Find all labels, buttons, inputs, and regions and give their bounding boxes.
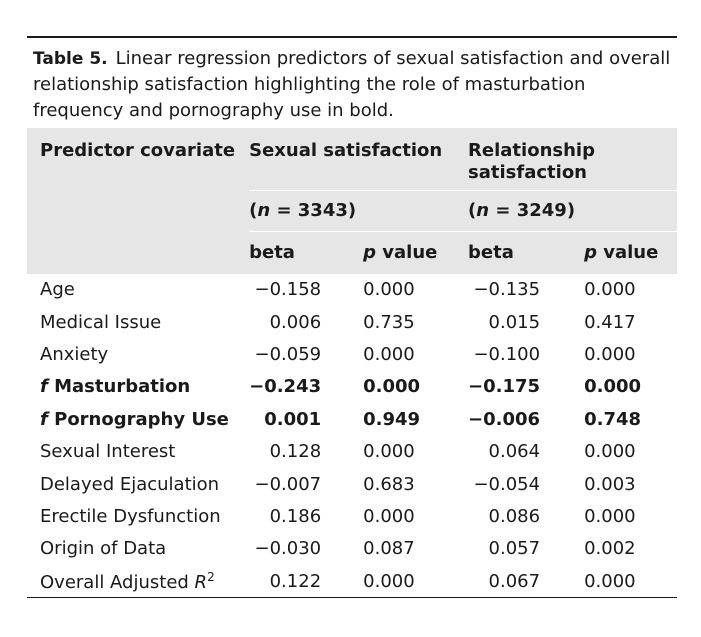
row-pvalue-sexual: 0.735 bbox=[363, 311, 415, 333]
predictor-name: Overall Adjusted bbox=[40, 571, 195, 593]
header-n-relationship: (n = 3249) bbox=[468, 189, 677, 231]
table-body: Age −0.158 0.000 −0.135 0.000 Medical Issue 0.… bbox=[27, 274, 677, 599]
predictor-name: Origin of Data bbox=[40, 538, 167, 560]
top-rule bbox=[27, 36, 677, 38]
frequency-prefix: f bbox=[40, 408, 48, 430]
predictor-name: Age bbox=[40, 279, 75, 301]
table-row: Overall Adjusted R2 0.122 0.000 0.067 0.000 bbox=[27, 565, 677, 599]
header-empty bbox=[27, 190, 249, 231]
table-row: f Pornography Use 0.001 0.949 −0.006 0.748 bbox=[27, 403, 677, 435]
row-beta-relationship: −0.100 bbox=[473, 343, 541, 365]
predictor-name: Erectile Dysfunction bbox=[40, 505, 221, 527]
table-row: f Masturbation −0.243 0.000 −0.175 0.000 bbox=[27, 371, 677, 403]
row-pvalue-relationship: 0.748 bbox=[584, 408, 642, 430]
row-pvalue-relationship: 0.417 bbox=[584, 311, 636, 333]
row-pvalue-relationship: 0.000 bbox=[584, 343, 636, 365]
row-beta-sexual: 0.128 bbox=[269, 441, 322, 463]
table-row: Age −0.158 0.000 −0.135 0.000 bbox=[27, 274, 677, 306]
superscript: 2 bbox=[207, 569, 215, 584]
header-n-sexual: (n = 3343) bbox=[249, 189, 469, 231]
header-beta-1: beta bbox=[249, 230, 364, 274]
predictor-name: Pornography Use bbox=[54, 408, 229, 430]
row-beta-relationship: 0.015 bbox=[488, 311, 541, 333]
row-predictor: Origin of Data bbox=[27, 533, 249, 565]
predictor-name: Medical Issue bbox=[40, 311, 162, 333]
row-predictor: Erectile Dysfunction bbox=[27, 500, 249, 532]
row-beta-relationship: −0.135 bbox=[473, 279, 541, 301]
caption-label: Table 5. bbox=[33, 49, 108, 69]
table-row: Medical Issue 0.006 0.735 0.015 0.417 bbox=[27, 306, 677, 338]
row-beta-sexual: 0.001 bbox=[264, 408, 322, 430]
header-predictor: Predictor covariate bbox=[40, 140, 236, 161]
r-variable: R bbox=[194, 571, 208, 593]
table-caption: Table 5. Linear regression predictors of … bbox=[27, 38, 677, 128]
table-row: Delayed Ejaculation −0.007 0.683 −0.054 0.00… bbox=[27, 468, 677, 500]
row-pvalue-relationship: 0.000 bbox=[584, 376, 642, 398]
row-beta-sexual: −0.007 bbox=[254, 473, 322, 495]
row-beta-sexual: 0.122 bbox=[249, 565, 364, 599]
predictor-name: Sexual Interest bbox=[40, 441, 176, 463]
row-predictor: Sexual Interest bbox=[27, 435, 249, 467]
header-pvalue-1: p value bbox=[363, 230, 469, 274]
row-beta-sexual: 0.186 bbox=[269, 505, 322, 527]
row-beta-relationship: −0.054 bbox=[473, 473, 541, 495]
n-value-1: = 3343) bbox=[270, 200, 357, 221]
row-pvalue-relationship: 0.000 bbox=[584, 505, 636, 527]
row-beta-sexual: −0.158 bbox=[254, 279, 322, 301]
row-pvalue-sexual: 0.000 bbox=[363, 376, 421, 398]
header-row-3: beta p value beta p value bbox=[27, 230, 677, 274]
table-row: Sexual Interest 0.128 0.000 0.064 0.000 bbox=[27, 435, 677, 467]
header-beta-2: beta bbox=[468, 230, 585, 274]
row-pvalue-sexual: 0.949 bbox=[363, 408, 421, 430]
row-pvalue-relationship: 0.003 bbox=[584, 473, 636, 495]
row-predictor: f Pornography Use bbox=[27, 403, 249, 435]
row-beta-sexual: −0.059 bbox=[254, 343, 322, 365]
row-predictor: Medical Issue bbox=[27, 306, 249, 338]
row-predictor: Overall Adjusted R2 bbox=[27, 565, 250, 599]
header-relationship-satisfaction: Relationship satisfaction bbox=[468, 140, 595, 183]
row-beta-relationship: −0.175 bbox=[468, 376, 541, 398]
row-pvalue-relationship: 0.000 bbox=[584, 279, 636, 301]
row-pvalue-sexual: 0.683 bbox=[363, 473, 415, 495]
table-row: Origin of Data −0.030 0.087 0.057 0.002 bbox=[27, 533, 677, 565]
row-pvalue-sexual: 0.087 bbox=[363, 538, 415, 560]
row-beta-sexual: −0.243 bbox=[249, 376, 322, 398]
table-row: Anxiety −0.059 0.000 −0.100 0.000 bbox=[27, 338, 677, 370]
row-pvalue-sexual: 0.000 bbox=[363, 279, 415, 301]
predictor-name: Anxiety bbox=[40, 343, 109, 365]
row-pvalue-sexual: 0.000 bbox=[363, 505, 415, 527]
header-row-1: Predictor covariate Sexual satisfaction … bbox=[27, 128, 677, 190]
header-pvalue-2: p value bbox=[584, 230, 677, 274]
row-beta-relationship: 0.067 bbox=[468, 565, 585, 599]
table-row: Erectile Dysfunction 0.186 0.000 0.086 0.000 bbox=[27, 500, 677, 532]
row-pvalue-sexual: 0.000 bbox=[363, 441, 415, 463]
row-predictor: Delayed Ejaculation bbox=[27, 468, 249, 500]
regression-table: Predictor covariate Sexual satisfaction … bbox=[27, 128, 677, 599]
header-row-2: (n = 3343) (n = 3249) bbox=[27, 189, 677, 231]
row-pvalue-sexual: 0.000 bbox=[363, 343, 415, 365]
n-var-2: n bbox=[476, 200, 490, 221]
n-var-1: n bbox=[257, 200, 271, 221]
row-pvalue-relationship: 0.002 bbox=[584, 538, 636, 560]
row-pvalue-relationship: 0.000 bbox=[584, 441, 636, 463]
header-sexual-satisfaction: Sexual satisfaction bbox=[249, 140, 443, 161]
row-beta-relationship: 0.086 bbox=[488, 505, 541, 527]
predictor-name: Delayed Ejaculation bbox=[40, 473, 220, 495]
caption-text: Linear regression predictors of sexual s… bbox=[33, 48, 671, 121]
row-predictor: Anxiety bbox=[27, 338, 249, 370]
predictor-name: Masturbation bbox=[54, 376, 191, 398]
n-value-2: = 3249) bbox=[489, 200, 576, 221]
header-empty-2 bbox=[27, 231, 249, 274]
row-beta-relationship: 0.057 bbox=[488, 538, 541, 560]
row-beta-relationship: 0.064 bbox=[488, 441, 541, 463]
row-beta-sexual: 0.006 bbox=[269, 311, 322, 333]
row-pvalue-sexual: 0.000 bbox=[363, 565, 469, 599]
table-figure: Table 5. Linear regression predictors of … bbox=[27, 36, 677, 599]
row-predictor: f Masturbation bbox=[27, 371, 249, 403]
row-pvalue-relationship: 0.000 bbox=[584, 565, 677, 599]
row-predictor: Age bbox=[27, 274, 249, 306]
row-beta-relationship: −0.006 bbox=[468, 408, 541, 430]
frequency-prefix: f bbox=[40, 376, 48, 398]
row-beta-sexual: −0.030 bbox=[254, 538, 322, 560]
